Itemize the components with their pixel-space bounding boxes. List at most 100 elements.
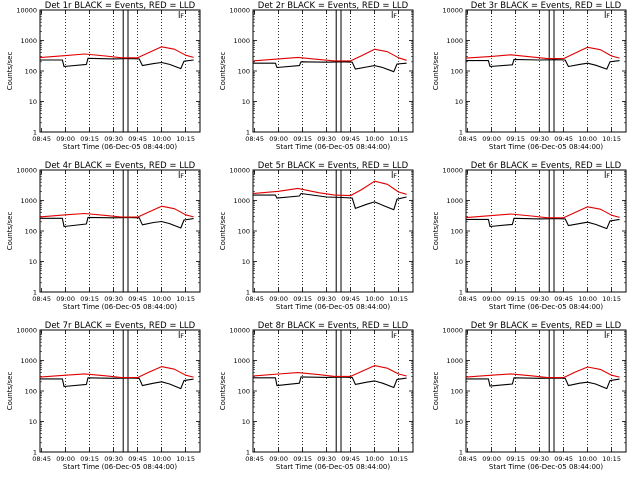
x-tick-label: 10:15	[602, 455, 621, 463]
y-tick-label: 100	[451, 68, 463, 76]
x-tick-label: 09:30	[530, 135, 549, 143]
x-tick-label: 09:30	[317, 455, 336, 463]
y-tick-label: 1000	[20, 197, 37, 205]
chart-panel: Det 8r BLACK = Events, RED = LLD 08:45 09:…	[219, 321, 414, 471]
y-tick-label: 1	[246, 449, 250, 457]
events-line	[466, 377, 620, 390]
y-axis-label: Counts/sec	[6, 212, 14, 251]
x-tick-label: 09:45	[341, 455, 360, 463]
x-tick-label: 08:45	[245, 455, 264, 463]
y-tick-label: 10	[455, 418, 463, 426]
x-tick-label: 08:45	[245, 135, 264, 143]
x-tick-label: 09:00	[56, 295, 75, 303]
x-tick-label: 08:45	[458, 135, 477, 143]
flag-label: F	[606, 172, 610, 180]
y-tick-label: 1	[246, 289, 250, 297]
flag-label: F	[180, 12, 184, 20]
lld-line	[39, 366, 194, 379]
x-tick-label: 09:15	[80, 295, 99, 303]
x-tick-label: 10:00	[578, 295, 597, 303]
x-tick-label: 09:15	[506, 135, 525, 143]
plot-frame	[465, 9, 627, 133]
events-line	[466, 217, 620, 230]
y-tick-label: 10	[242, 418, 250, 426]
y-tick-label: 1	[459, 449, 463, 457]
x-tick-label: 10:15	[176, 135, 195, 143]
chart-title: Det 2r BLACK = Events, RED = LLD	[258, 1, 409, 11]
lld-line	[465, 366, 620, 379]
x-tick-label: 09:30	[530, 295, 549, 303]
y-axis-label: Counts/sec	[432, 52, 440, 91]
chart-panel: Det 4r BLACK = Events, RED = LLD 08:45 09:…	[6, 161, 201, 311]
y-tick-label: 10	[29, 258, 37, 266]
y-tick-label: 100	[25, 68, 37, 76]
chart-panel: Det 5r BLACK = Events, RED = LLD 08:45 09:…	[219, 161, 414, 311]
x-tick-label: 10:15	[176, 455, 195, 463]
x-tick-label: 08:45	[32, 455, 51, 463]
x-tick-label: 09:00	[269, 455, 288, 463]
y-tick-label: 1	[246, 129, 250, 137]
lld-line	[252, 48, 407, 62]
x-tick-label: 10:00	[365, 135, 384, 143]
chart-panel: Det 7r BLACK = Events, RED = LLD 08:45 09:…	[6, 321, 201, 471]
y-tick-label: 100	[25, 228, 37, 236]
x-tick-label: 10:15	[602, 135, 621, 143]
y-tick-label: 1000	[20, 357, 37, 365]
x-axis-label: Start Time (06-Dec-05 08:44:00)	[63, 303, 177, 311]
y-tick-label: 10000	[442, 167, 463, 175]
events-line	[466, 58, 620, 70]
lld-line	[39, 46, 194, 59]
y-tick-label: 100	[25, 388, 37, 396]
chart-title: Det 1r BLACK = Events, RED = LLD	[45, 1, 196, 11]
x-tick-label: 10:00	[152, 295, 171, 303]
x-tick-label: 10:00	[152, 455, 171, 463]
x-tick-label: 08:45	[245, 295, 264, 303]
x-tick-label: 09:30	[104, 455, 123, 463]
y-tick-label: 10	[455, 258, 463, 266]
events-line	[40, 216, 194, 229]
x-tick-label: 10:00	[578, 455, 597, 463]
y-tick-label: 10	[242, 98, 250, 106]
x-tick-label: 09:15	[506, 295, 525, 303]
events-line	[253, 61, 407, 73]
y-tick-label: 1000	[233, 197, 250, 205]
lld-line	[252, 365, 407, 377]
x-tick-label: 09:45	[128, 295, 147, 303]
x-tick-label: 09:00	[482, 455, 501, 463]
x-tick-label: 09:30	[317, 135, 336, 143]
x-tick-label: 09:45	[341, 135, 360, 143]
y-tick-label: 10000	[16, 167, 37, 175]
events-line	[253, 192, 407, 211]
y-tick-label: 1	[33, 449, 37, 457]
y-tick-label: 10000	[16, 7, 37, 15]
y-tick-label: 10000	[16, 327, 37, 335]
x-tick-label: 09:15	[293, 135, 312, 143]
chart-panel: Det 6r BLACK = Events, RED = LLD 08:45 09:…	[432, 161, 627, 311]
y-tick-label: 1000	[20, 37, 37, 45]
plot-frame	[465, 169, 627, 293]
x-tick-label: 10:00	[152, 135, 171, 143]
x-tick-label: 09:15	[293, 295, 312, 303]
x-tick-label: 09:45	[554, 135, 573, 143]
y-tick-label: 1000	[233, 37, 250, 45]
x-tick-label: 09:15	[506, 455, 525, 463]
y-axis-label: Counts/sec	[219, 212, 227, 251]
x-tick-label: 10:00	[578, 135, 597, 143]
plot-frame	[252, 329, 414, 453]
flag-label: F	[180, 332, 184, 340]
x-tick-label: 09:45	[554, 295, 573, 303]
x-tick-label: 09:00	[482, 295, 501, 303]
x-tick-label: 09:45	[554, 455, 573, 463]
chart-title: Det 6r BLACK = Events, RED = LLD	[471, 161, 622, 171]
y-tick-label: 10	[242, 258, 250, 266]
events-line	[253, 376, 407, 389]
lld-line	[465, 46, 620, 60]
events-line	[40, 377, 194, 390]
flag-label: F	[393, 172, 397, 180]
x-tick-label: 10:15	[389, 455, 408, 463]
plot-frame	[252, 9, 414, 133]
y-tick-label: 100	[238, 228, 250, 236]
chart-title: Det 7r BLACK = Events, RED = LLD	[45, 321, 196, 331]
x-axis-label: Start Time (06-Dec-05 08:44:00)	[276, 143, 390, 151]
x-tick-label: 09:00	[56, 135, 75, 143]
